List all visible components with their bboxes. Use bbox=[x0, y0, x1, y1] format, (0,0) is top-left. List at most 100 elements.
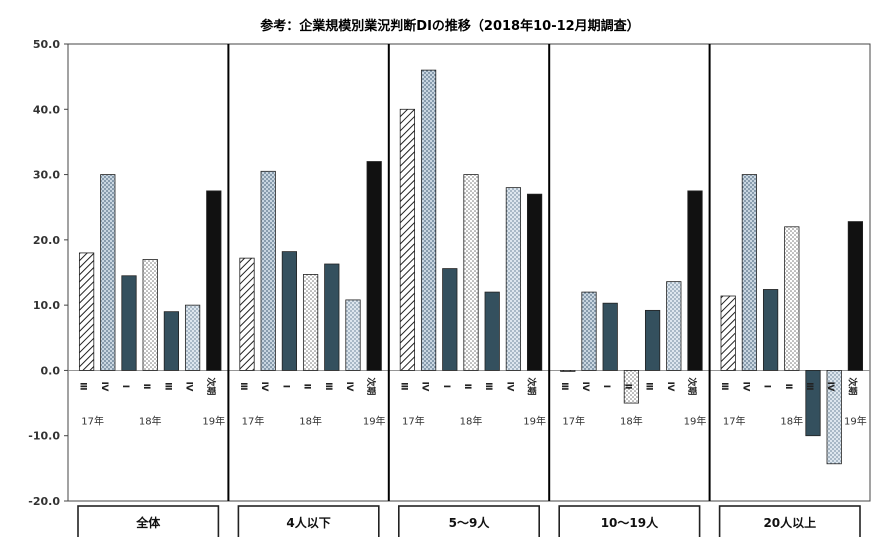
bar bbox=[121, 275, 137, 371]
bar bbox=[399, 108, 416, 371]
y-tick-label: 10.0 bbox=[33, 299, 60, 312]
bar bbox=[78, 252, 95, 371]
quarter-label: Ⅱ bbox=[783, 383, 793, 389]
year-label: 18年 bbox=[139, 415, 162, 428]
quarter-label: Ⅲ bbox=[162, 382, 172, 391]
quarter-label: Ⅳ bbox=[825, 381, 835, 391]
year-label: 17年 bbox=[81, 415, 104, 428]
axes-layer: 50.0 40.0 30.0 20.0 10.0 0.0 -10.0 -20.0 bbox=[28, 38, 871, 508]
quarter-label: Ⅲ bbox=[719, 382, 729, 391]
year-label: 19年 bbox=[844, 415, 867, 428]
year-label: 18年 bbox=[620, 415, 643, 428]
group-label: 20人以上 bbox=[763, 515, 816, 530]
bar bbox=[623, 370, 640, 404]
group-label-box bbox=[558, 505, 701, 537]
quarter-label: Ⅳ bbox=[184, 381, 194, 391]
bar bbox=[260, 170, 276, 371]
year-label: 19年 bbox=[684, 415, 707, 428]
year-label: 18年 bbox=[780, 415, 803, 428]
bar bbox=[345, 299, 361, 371]
quarter-label: Ⅲ bbox=[559, 382, 569, 391]
group-label: 10～19人 bbox=[601, 515, 659, 530]
bar bbox=[644, 309, 661, 371]
bar bbox=[142, 259, 158, 371]
quarter-label: Ⅲ bbox=[238, 382, 248, 391]
quarter-label: Ⅳ bbox=[580, 381, 590, 391]
year-label: 17年 bbox=[402, 415, 425, 428]
quarter-label: Ⅳ bbox=[504, 381, 514, 391]
bar bbox=[581, 291, 597, 371]
quarter-label: Ⅰ bbox=[441, 385, 451, 388]
year-label: 17年 bbox=[242, 415, 265, 428]
quarter-label: Ⅱ bbox=[302, 383, 312, 389]
bar bbox=[484, 291, 500, 371]
bar bbox=[666, 281, 682, 371]
bar bbox=[206, 190, 222, 371]
quarter-label: Ⅰ bbox=[120, 385, 130, 388]
group-label-box bbox=[77, 505, 220, 537]
quarter-label: Ⅲ bbox=[644, 382, 654, 391]
quarter-label: Ⅲ bbox=[78, 382, 88, 391]
year-label: 19年 bbox=[202, 415, 225, 428]
group-label-box bbox=[397, 505, 540, 537]
year-label: 18年 bbox=[299, 415, 322, 428]
y-tick-label: 40.0 bbox=[33, 103, 60, 116]
quarter-label: Ⅱ bbox=[141, 383, 151, 389]
quarter-label: Ⅰ bbox=[601, 385, 611, 388]
bar bbox=[762, 289, 779, 371]
bar bbox=[805, 370, 821, 437]
quarter-label: Ⅱ bbox=[462, 383, 472, 389]
quarter-label: 次期 bbox=[526, 377, 538, 395]
bar bbox=[184, 304, 201, 371]
year-label: 18年 bbox=[460, 415, 483, 428]
y-tick-label: -20.0 bbox=[28, 495, 60, 508]
group-label-box bbox=[718, 505, 861, 537]
y-tick-label: 50.0 bbox=[33, 38, 60, 51]
group-label: 4人以下 bbox=[286, 515, 330, 530]
quarter-label: Ⅱ bbox=[622, 383, 632, 389]
bar bbox=[687, 190, 703, 371]
quarter-label: 次期 bbox=[205, 377, 217, 395]
year-label: 17年 bbox=[562, 415, 585, 428]
bar bbox=[784, 226, 800, 371]
quarter-label: Ⅰ bbox=[280, 385, 290, 388]
bar bbox=[442, 268, 458, 371]
group-label: 全体 bbox=[135, 515, 161, 530]
year-label: 17年 bbox=[723, 415, 746, 428]
quarter-label: Ⅳ bbox=[420, 381, 430, 391]
quarter-label: Ⅰ bbox=[762, 385, 772, 388]
quarter-label: Ⅳ bbox=[344, 381, 354, 391]
bar bbox=[526, 193, 543, 371]
quarter-label: Ⅲ bbox=[483, 382, 493, 391]
bar bbox=[302, 274, 319, 371]
bar bbox=[505, 187, 522, 371]
bar bbox=[602, 302, 618, 371]
chart-title: 参考：企業規模別業況判断DIの推移（2018年10-12月期調査） bbox=[260, 18, 639, 34]
bar bbox=[463, 174, 479, 371]
quarter-label: Ⅲ bbox=[323, 382, 333, 391]
bar bbox=[560, 370, 576, 372]
bar bbox=[281, 251, 298, 371]
y-tick-label: 20.0 bbox=[33, 234, 60, 247]
bars-layer bbox=[78, 69, 864, 465]
quarter-label: Ⅲ bbox=[398, 382, 408, 391]
bar bbox=[366, 161, 382, 371]
quarter-label: Ⅳ bbox=[259, 381, 269, 391]
plot-border bbox=[67, 43, 871, 502]
y-tick-label: 0.0 bbox=[41, 364, 61, 377]
quarter-label: 次期 bbox=[686, 377, 698, 395]
year-label: 19年 bbox=[363, 415, 386, 428]
bar bbox=[720, 295, 736, 371]
group-label-box bbox=[237, 505, 380, 537]
quarter-label: Ⅳ bbox=[99, 381, 109, 391]
bar bbox=[239, 257, 255, 371]
year-label: 19年 bbox=[523, 415, 546, 428]
bar bbox=[420, 69, 437, 371]
bar bbox=[324, 263, 340, 371]
bar bbox=[100, 174, 116, 371]
quarter-label: Ⅲ bbox=[804, 382, 814, 391]
y-tick-label: -10.0 bbox=[28, 430, 60, 443]
quarter-label: Ⅳ bbox=[665, 381, 675, 391]
